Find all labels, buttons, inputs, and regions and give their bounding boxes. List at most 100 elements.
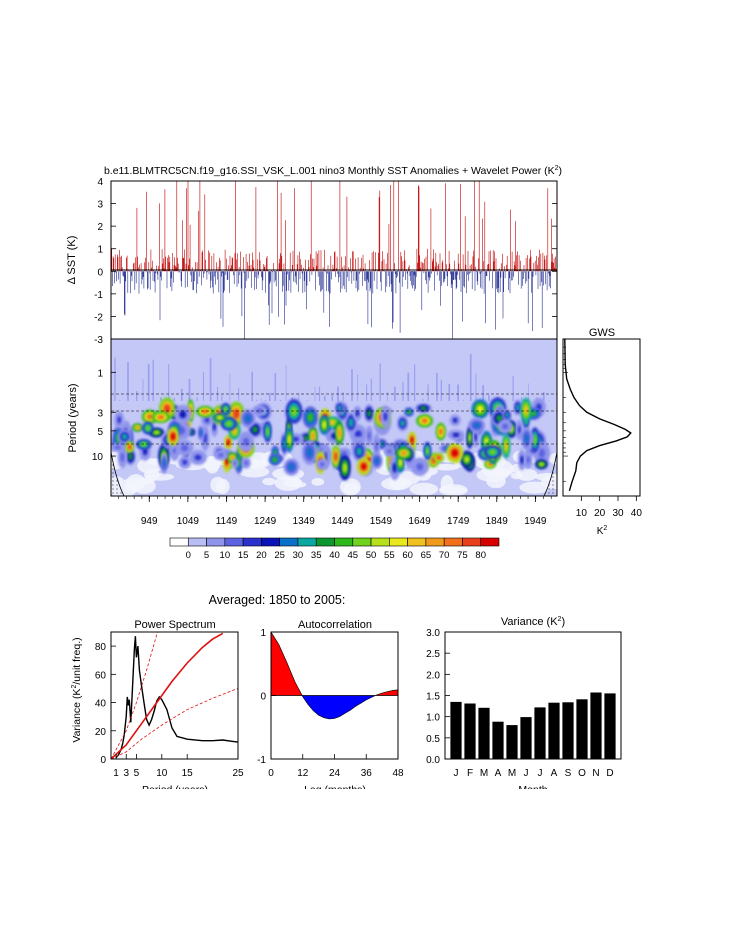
autocorr-ytick-label: 1	[260, 628, 266, 639]
wavelet-xtick-label: 1249	[254, 516, 277, 527]
colorbar-swatch	[242, 537, 262, 547]
variance-bar	[562, 702, 574, 759]
colorbar-swatch	[297, 537, 317, 547]
wavelet-power-blob	[256, 408, 263, 413]
wavelet-low-power	[486, 474, 506, 489]
wavelet-low-power	[137, 458, 163, 474]
autocorr-xtick-label: 0	[268, 768, 274, 779]
colorbar-swatch	[352, 537, 372, 547]
variance-title: Variance (K2)	[501, 616, 565, 628]
wavelet-xtick-label: 1749	[447, 516, 470, 527]
power-frame	[110, 631, 239, 760]
sst-ytick-label: -1	[94, 290, 103, 301]
wavelet-power-blob	[146, 413, 154, 420]
colorbar: 0 5 10 15 20 25 30 35 40 45 50 55 60 65 70 75 80	[169, 537, 500, 561]
power-xtick-label: 5	[134, 768, 140, 779]
wavelet-power-blob	[128, 453, 133, 461]
wavelet-power-blob	[218, 453, 224, 458]
wavelet-power-blob	[520, 455, 524, 465]
wavelet-low-power	[274, 475, 302, 491]
wavelet-power-blob	[505, 412, 509, 418]
sst-ytick-label: 1	[97, 245, 103, 256]
wavelet-low-power	[124, 481, 139, 493]
wavelet-low-power	[262, 477, 276, 486]
wavelet-power-blob	[157, 414, 165, 420]
autocorr-xtick-label: 36	[361, 768, 373, 779]
wavelet-power-blob	[407, 410, 411, 414]
power-ytick-label: 40	[95, 699, 107, 710]
variance-ytick-label: 2.0	[426, 670, 440, 681]
wavelet-low-power	[493, 460, 514, 478]
colorbar-label: 35	[311, 550, 322, 561]
wavelet-power-blob	[189, 430, 194, 434]
wavelet-power-blob	[504, 440, 508, 451]
autocorr-ytick-label: 0	[260, 692, 266, 703]
colorbar-swatch	[389, 537, 408, 547]
wavelet-power-blob	[420, 406, 427, 410]
variance-bar	[478, 707, 490, 759]
wavelet-power-blob	[290, 406, 298, 417]
wavelet-power-blob	[252, 426, 258, 433]
autocorr-positive-area	[375, 689, 398, 696]
variance-xtick-label: J	[454, 768, 459, 779]
wavelet-power-blob	[356, 447, 363, 456]
wavelet-power-blob	[523, 405, 529, 416]
wavelet-power-blob	[383, 412, 388, 421]
wavelet-power-blob	[425, 447, 429, 455]
variance-ytick-label: 0.5	[426, 734, 440, 745]
power-xtick-label: 15	[182, 768, 194, 779]
wavelet-low-power	[433, 463, 460, 471]
wavelet-power-blob	[392, 462, 397, 473]
colorbar-swatch	[480, 537, 500, 547]
wavelet-x-axis: 949 1049 1149 1249 1349 1449 1549 1649 1749 1849 1…	[118, 496, 552, 527]
variance-xtick-label: D	[606, 768, 613, 779]
autocorr-xtick-label: 24	[329, 768, 341, 779]
variance-xtick-label: N	[592, 768, 599, 779]
wavelet-power-blob	[311, 432, 315, 441]
colorbar-label: 45	[347, 550, 358, 561]
wavelet-power-blob	[489, 449, 497, 455]
wavelet-power-blob	[244, 414, 251, 423]
autocorr-areas	[271, 632, 398, 720]
wavelet-power-blob	[203, 433, 207, 444]
variance-bar	[548, 702, 560, 759]
wavelet-ytick-label: 3	[97, 408, 103, 419]
power-xtick-label: 25	[232, 768, 244, 779]
sst-panel: 4 3 2 1 0 -1 -2 -3 Δ SST (K)	[66, 177, 558, 346]
variance-xtick-label: S	[565, 768, 572, 779]
wavelet-ytick-label: 1	[97, 368, 103, 379]
wavelet-power-blob	[348, 418, 354, 427]
gws-xtick-label: 10	[576, 508, 588, 519]
variance-xtick-label: J	[524, 768, 529, 779]
variance-ytick-label: 2.5	[426, 649, 440, 660]
wavelet-power-blob	[334, 451, 338, 462]
power-ytick-label: 80	[95, 642, 107, 653]
colorbar-label: 60	[402, 550, 413, 561]
colorbar-swatch	[315, 537, 335, 547]
wavelet-ytick-label: 10	[92, 452, 104, 463]
wavelet-power-blob	[319, 462, 325, 467]
wavelet-low-power	[440, 475, 454, 493]
sst-y-axis: 4 3 2 1 0 -1 -2 -3	[94, 177, 557, 346]
wavelet-low-power	[238, 465, 270, 478]
variance-xtick-label: F	[467, 768, 473, 779]
wavelet-power-blob	[337, 428, 342, 438]
wavelet-low-power	[516, 468, 538, 481]
wavelet-power-blob	[233, 461, 237, 466]
averaged-label: Averaged: 1850 to 2005:	[209, 593, 346, 607]
wavelet-low-power	[519, 481, 550, 494]
wavelet-xtick-label: 1549	[370, 516, 393, 527]
gws-title: GWS	[589, 327, 615, 339]
wavelet-power-blob	[516, 404, 520, 411]
wavelet-power-blob	[436, 455, 441, 460]
colorbar-swatch	[443, 537, 463, 547]
variance-xtick-label: M	[508, 768, 516, 779]
wavelet-low-power	[145, 473, 175, 481]
wavelet-power-blob	[242, 437, 250, 446]
power-xtick-label: 3	[123, 768, 129, 779]
power-title: Power Spectrum	[134, 619, 215, 631]
autocorr-axes: 10-10 12 24 36 48	[257, 628, 404, 779]
cone-of-influence-left	[111, 451, 125, 496]
colorbar-swatch	[407, 537, 427, 547]
wavelet-ytick-label: 5	[97, 427, 103, 438]
